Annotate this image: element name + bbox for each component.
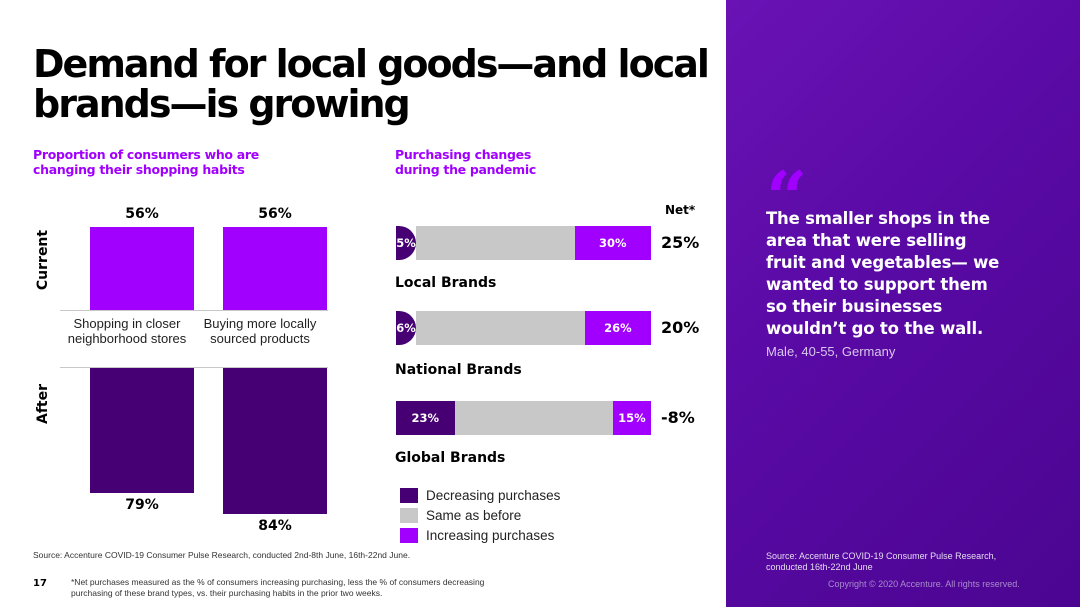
legend-swatch-same	[400, 507, 418, 523]
stacked-bar-local: 5% 30%	[396, 226, 651, 260]
current-value-label: 56%	[125, 206, 159, 222]
brand-label-national: National Brands	[395, 362, 522, 378]
same-segment	[416, 226, 575, 260]
net-value-national: 20%	[661, 318, 700, 337]
page-number: 17	[33, 578, 47, 589]
after-value-label: 79%	[125, 496, 159, 513]
current-bar	[223, 227, 327, 310]
after-baseline	[60, 367, 328, 368]
legend-swatch-increasing	[400, 527, 418, 543]
legend-label-increasing: Increasing purchases	[426, 527, 555, 543]
increasing-segment: 26%	[584, 311, 651, 345]
stacked-bar-national: 6% 26%	[396, 311, 651, 345]
axis-label-current: Current	[35, 229, 51, 291]
right-chart-title: Purchasing changes during the pandemic	[395, 147, 536, 177]
same-segment	[454, 401, 613, 435]
source-note: Source: Accenture COVID-19 Consumer Puls…	[33, 550, 411, 560]
decreasing-segment: 6%	[396, 311, 416, 345]
footnote: *Net purchases measured as the % of cons…	[71, 577, 485, 598]
after-value-label: 84%	[258, 518, 292, 535]
net-header: Net*	[665, 203, 696, 217]
after-bar	[223, 368, 327, 515]
stacked-bar-global: 23% 15%	[396, 401, 651, 435]
category-label-local-products: Buying more locally sourced products	[203, 316, 317, 346]
increasing-segment: 15%	[612, 401, 651, 435]
decreasing-segment: 5%	[396, 226, 416, 260]
current-baseline	[60, 310, 328, 311]
after-bar	[90, 368, 194, 493]
legend-label-same: Same as before	[426, 507, 522, 523]
copyright: Copyright © 2020 Accenture. All rights r…	[828, 579, 1020, 589]
current-value-label: 56%	[258, 206, 292, 222]
brand-label-global: Global Brands	[395, 450, 506, 466]
legend-item-increasing: Increasing purchases	[400, 525, 560, 545]
left-chart-title: Proportion of consumers who are changing…	[33, 147, 259, 177]
current-bar	[90, 227, 194, 310]
panel-source: Source: Accenture COVID-19 Consumer Puls…	[766, 551, 997, 572]
net-value-global: -8%	[661, 408, 695, 427]
same-segment	[416, 311, 585, 345]
quote-attribution: Male, 40-55, Germany	[766, 344, 896, 359]
quote-text: The smaller shops in the area that were …	[766, 209, 1000, 338]
axis-label-after: After	[35, 383, 51, 425]
legend: Decreasing purchases Same as before Incr…	[400, 485, 560, 545]
brand-label-local: Local Brands	[395, 275, 497, 291]
increasing-segment: 30%	[574, 226, 651, 260]
category-label-neighborhood: Shopping in closer neighborhood stores	[67, 316, 187, 346]
legend-item-decreasing: Decreasing purchases	[400, 485, 560, 505]
legend-swatch-decreasing	[400, 487, 418, 503]
quote-mark-icon: “	[766, 155, 808, 240]
legend-item-same: Same as before	[400, 505, 560, 525]
net-value-local: 25%	[661, 233, 700, 252]
quote-panel: “ The smaller shops in the area that wer…	[726, 0, 1080, 607]
page-title: Demand for local goods—and local brands—…	[33, 42, 710, 126]
decreasing-segment: 23%	[396, 401, 455, 435]
legend-label-decreasing: Decreasing purchases	[426, 487, 561, 503]
